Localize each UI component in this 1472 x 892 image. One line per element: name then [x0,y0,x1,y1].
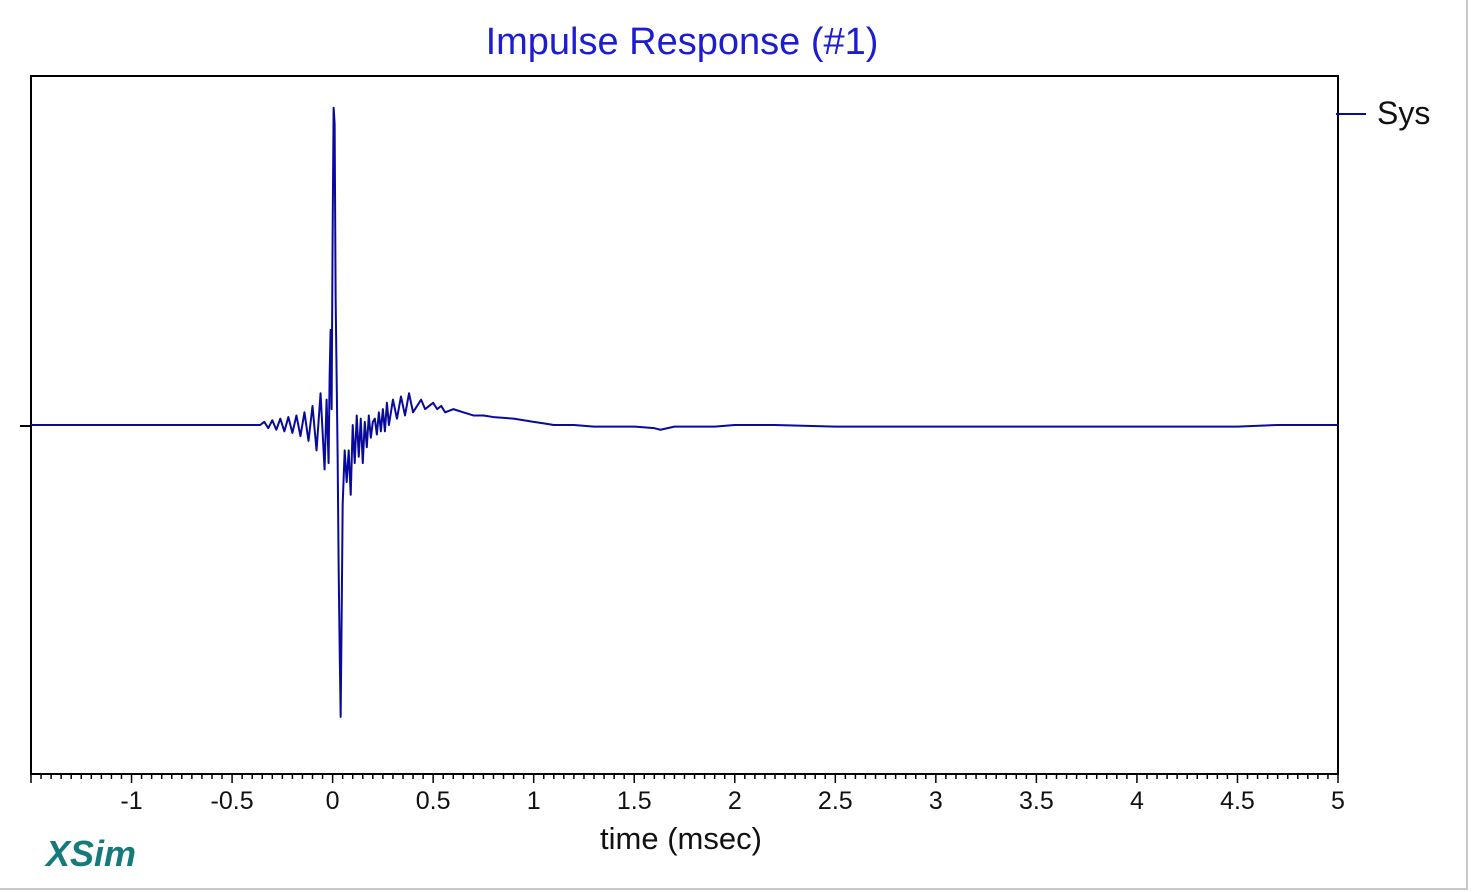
x-tick-label: 0.5 [416,787,451,815]
legend-label-sys: Sys [1377,95,1430,131]
x-tick-label: -1 [120,787,142,815]
x-tick-label: 1 [527,787,541,815]
x-tick-label: -0.5 [211,787,254,815]
series-line-sys [31,106,1338,718]
x-tick-label: 1.5 [617,787,652,815]
chart-title: Impulse Response (#1) [486,21,879,63]
x-tick-label: 2.5 [818,787,853,815]
x-tick-label: 4 [1130,787,1144,815]
x-tick-label: 3 [929,787,943,815]
x-tick-label: 3.5 [1019,787,1054,815]
x-tick-label: 2 [728,787,742,815]
x-axis-ticks [30,774,1339,783]
x-tick-label: 5 [1331,787,1345,815]
x-axis-tick-labels: -1 -0.5 0 0.5 1 1.5 2 2.5 3 3.5 4 4.5 5 [120,787,1345,815]
x-axis-label: time (msec) [600,821,762,856]
xsim-logo: XSim [44,833,136,874]
x-tick-label: 0 [326,787,340,815]
x-tick-label: 4.5 [1220,787,1255,815]
